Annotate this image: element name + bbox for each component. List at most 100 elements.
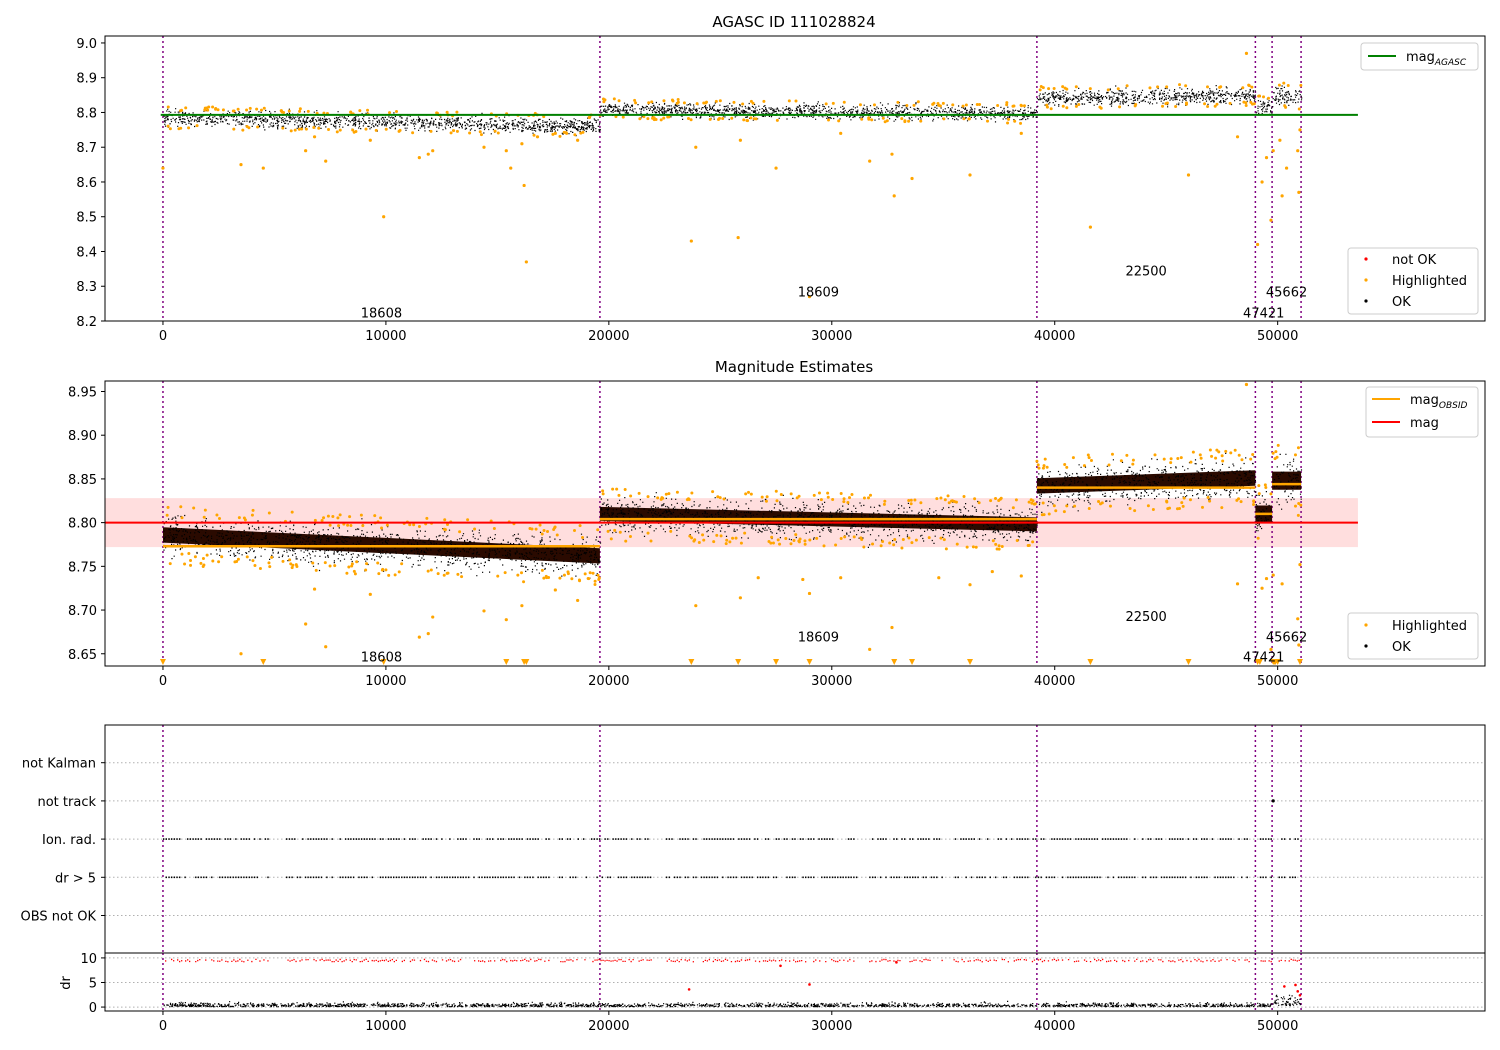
highlighted-point: [166, 124, 170, 128]
highlighted-point: [795, 496, 799, 500]
highlighted-point: [774, 489, 778, 493]
highlighted-point: [935, 497, 939, 501]
highlighted-point: [937, 576, 941, 580]
highlighted-point: [686, 117, 690, 121]
highlighted-point: [826, 491, 830, 495]
highlighted-point: [1165, 85, 1169, 89]
highlighted-point: [910, 541, 914, 545]
highlighted-point: [255, 107, 259, 111]
y-tick-label: 5: [89, 976, 97, 991]
magnitude-panel: Magnitude Estimates 18608 18609 22500 47421…: [68, 358, 1486, 689]
highlighted-point: [382, 215, 386, 219]
highlighted-point: [206, 108, 210, 112]
highlighted-point: [187, 551, 191, 555]
highlighted-point: [731, 536, 735, 540]
highlighted-point: [807, 591, 812, 596]
highlighted-point: [452, 129, 456, 133]
highlighted-point: [787, 99, 791, 103]
highlighted-point: [591, 571, 595, 575]
highlighted-point: [883, 499, 887, 503]
highlighted-point: [1269, 647, 1273, 651]
highlighted-point: [973, 497, 977, 501]
highlighted-point: [1257, 94, 1261, 98]
highlighted-point: [1061, 104, 1065, 108]
highlighted-point: [1151, 508, 1155, 512]
highlighted-point: [618, 530, 622, 534]
highlighted-point: [359, 513, 363, 517]
highlighted-point: [1274, 450, 1278, 454]
highlighted-point: [893, 538, 897, 542]
highlighted-point: [866, 496, 870, 500]
highlighted-point: [442, 573, 446, 577]
highlighted-point: [1208, 448, 1212, 452]
highlighted-point: [1165, 500, 1169, 504]
highlighted-point: [881, 116, 885, 120]
highlighted-point: [798, 537, 802, 541]
highlighted-point: [991, 539, 995, 543]
highlighted-point: [900, 117, 904, 121]
highlighted-point: [516, 573, 520, 577]
highlighted-point: [1199, 456, 1203, 460]
highlighted-point: [1277, 83, 1281, 87]
highlighted-point: [1278, 138, 1282, 142]
highlighted-point: [834, 543, 838, 547]
highlighted-point: [398, 128, 402, 132]
highlighted-point: [429, 129, 433, 133]
flags-plot-area: [105, 725, 1485, 953]
y-tick-label: 8.4: [76, 245, 97, 260]
highlighted-point: [1043, 457, 1047, 461]
magnitude-axes: 0 10000 20000 30000 40000 50000 8.65 8.70 8.75 8.…: [68, 385, 1298, 689]
highlighted-point: [705, 100, 709, 104]
highlighted-point: [426, 569, 430, 573]
highlighted-point: [203, 106, 207, 110]
highlighted-point: [1191, 450, 1195, 454]
x-tick-label: 0: [159, 1019, 167, 1034]
legend-frame: [1347, 247, 1479, 315]
highlighted-point: [1298, 128, 1302, 132]
highlighted-point: [287, 109, 291, 113]
highlighted-point: [916, 100, 920, 104]
highlighted-point: [1273, 457, 1277, 461]
highlighted-point: [455, 110, 459, 114]
highlighted-point: [650, 100, 654, 104]
highlighted-point: [496, 574, 500, 578]
highlighted-point: [534, 527, 538, 531]
highlighted-point: [839, 492, 843, 496]
highlighted-point: [669, 529, 673, 533]
highlighted-point: [326, 514, 330, 518]
dr-not-ok-points: [165, 958, 1300, 963]
highlighted-point: [323, 561, 327, 565]
dr-panel: 0 10000 20000 30000 40000 50000 0 5 10 dr: [59, 952, 1486, 1034]
highlighted-point: [994, 542, 998, 546]
y-tick-label: 8.85: [68, 473, 97, 488]
highlighted-point: [1062, 510, 1066, 514]
highlighted-point: [719, 534, 723, 538]
highlighted-point: [1215, 102, 1219, 106]
highlighted-point: [243, 518, 247, 522]
highlighted-point: [237, 516, 241, 520]
dr-outlier-point: [1298, 993, 1302, 997]
highlighted-point: [217, 560, 221, 564]
highlighted-point: [837, 119, 841, 123]
highlighted-point: [546, 530, 550, 534]
highlighted-point: [466, 518, 470, 522]
highlighted-point: [408, 523, 412, 527]
highlighted-point: [714, 99, 718, 103]
dr-outlier-point: [808, 983, 811, 986]
highlighted-point: [1088, 225, 1092, 229]
highlighted-point: [364, 568, 368, 572]
highlighted-point: [892, 543, 896, 547]
x-tick-label: 10000: [365, 674, 406, 689]
highlighted-point: [937, 103, 941, 107]
highlighted-point: [411, 131, 415, 135]
agasc-panel-title: AGASC ID 111028824: [712, 13, 875, 31]
highlighted-point: [220, 555, 224, 559]
highlighted-point: [1237, 453, 1241, 457]
highlighted-point: [927, 536, 931, 540]
highlighted-point: [364, 127, 368, 131]
x-tick-label: 30000: [811, 329, 852, 344]
highlighted-point: [581, 536, 585, 540]
y-tick-label: 8.95: [68, 385, 97, 400]
highlighted-point: [183, 562, 187, 566]
highlighted-point: [615, 487, 619, 491]
